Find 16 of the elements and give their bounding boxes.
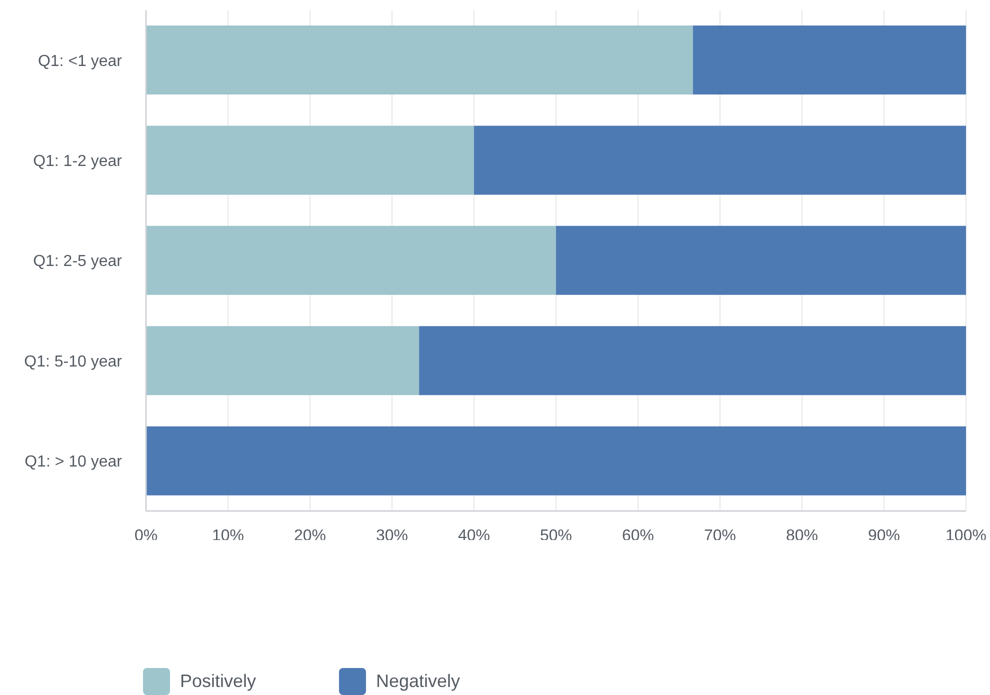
y-tick-label: Q1: > 10 year	[24, 454, 123, 471]
bar	[474, 126, 966, 195]
y-tick-label: Q1: 1-2 year	[33, 152, 123, 170]
bar	[146, 326, 420, 396]
bar	[146, 426, 966, 496]
bar	[556, 226, 966, 295]
bar	[146, 26, 693, 95]
legend-label: Negatively	[376, 671, 460, 692]
y-tick-label: Q1: 2-5 year	[33, 253, 123, 270]
bar	[146, 226, 556, 295]
bar	[419, 326, 966, 396]
bar	[146, 126, 474, 195]
bar	[692, 26, 966, 95]
legend-label: Positively	[180, 671, 256, 692]
y-tick-label: Q1: 5-10 year	[24, 353, 123, 370]
y-tick-label: Q1: <1 year	[38, 52, 123, 70]
